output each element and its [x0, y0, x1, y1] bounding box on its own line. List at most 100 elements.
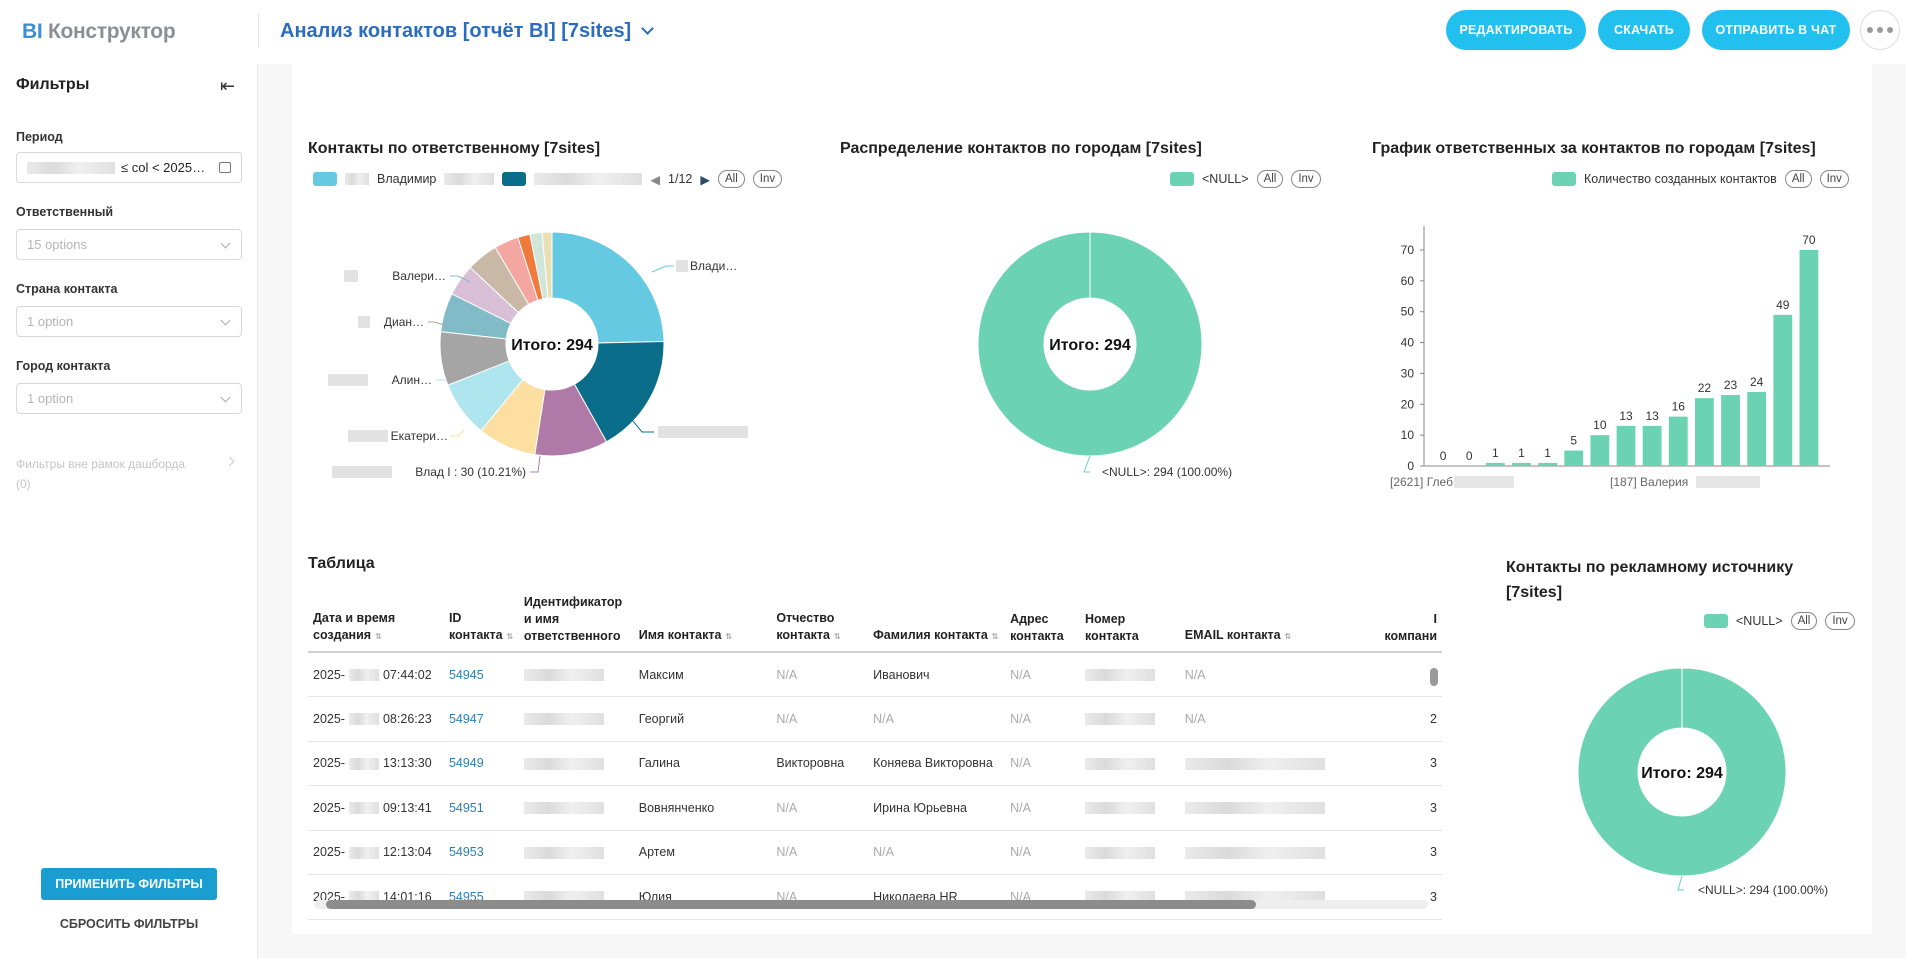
edit-button[interactable]: РЕДАКТИРОВАТЬ — [1446, 10, 1586, 50]
legend-all-button[interactable]: All — [717, 170, 745, 188]
bar[interactable] — [1799, 250, 1819, 466]
bar[interactable] — [1616, 425, 1636, 466]
legend-swatch[interactable] — [1170, 172, 1194, 186]
bar[interactable] — [1590, 435, 1610, 466]
pie-slice[interactable] — [573, 341, 665, 443]
bar[interactable] — [1485, 462, 1505, 466]
bar[interactable] — [1564, 450, 1584, 466]
more-menu-button[interactable] — [1860, 10, 1900, 50]
legend-inv-button[interactable]: Inv — [752, 170, 783, 188]
column-header[interactable]: Имя контакта ⇅ — [633, 590, 772, 653]
legend-swatch[interactable] — [1704, 614, 1728, 628]
column-header[interactable]: Адрес контакта — [1005, 590, 1080, 653]
column-header[interactable]: Фамилия контакта ⇅ — [868, 590, 1006, 653]
download-button[interactable]: СКАЧАТЬ — [1598, 10, 1690, 50]
bar[interactable] — [1512, 462, 1531, 466]
legend-all-button[interactable]: All — [1256, 170, 1284, 188]
city-select[interactable]: 1 option — [16, 383, 242, 414]
column-header[interactable]: I компани — [1379, 590, 1442, 653]
app-logo[interactable]: BI Конструктор — [22, 20, 176, 43]
table-row[interactable]: 2025- 14:01:16 54955 Юлия N/A Николаева HR N/A… — [308, 874, 1442, 920]
table-cell: 3 — [1379, 874, 1442, 920]
legend-item[interactable]: Владимир — [377, 172, 437, 186]
contact-id-link[interactable]: 54949 — [443, 741, 519, 786]
country-select[interactable]: 1 option — [16, 306, 242, 337]
bar[interactable] — [1694, 398, 1714, 466]
legend-inv-button[interactable]: Inv — [1825, 612, 1855, 630]
bar[interactable] — [1721, 395, 1740, 466]
column-header[interactable]: ID контакта ⇅ — [443, 590, 519, 653]
legend-prev-icon[interactable]: ◀ — [650, 172, 661, 187]
bar[interactable] — [1773, 314, 1793, 466]
table-row[interactable]: 2025- 07:44:02 54945 Максим N/A Иванович N/A N/… — [308, 652, 1442, 697]
column-header[interactable]: Номер контакта — [1079, 590, 1180, 653]
bar[interactable] — [1668, 416, 1688, 466]
pie-slice[interactable] — [1577, 667, 1787, 877]
contact-id-link[interactable]: 54951 — [443, 785, 519, 831]
pie-slice[interactable] — [977, 231, 1203, 457]
pie-center-label: Итого: 294 — [511, 337, 593, 354]
table-row[interactable]: 2025- 09:13:41 54951 Вовнянченко N/A Ирина Юр… — [308, 785, 1442, 831]
legend-next-icon[interactable]: ▶ — [700, 172, 710, 187]
bar[interactable] — [1642, 425, 1662, 466]
cell-text: 12:13:04 — [382, 845, 432, 860]
contact-id-link[interactable]: 54953 — [443, 830, 519, 875]
scroll-thumb[interactable] — [1430, 668, 1438, 686]
table-horizontal-scrollbar[interactable] — [314, 900, 1428, 909]
contact-id-link[interactable]: 54945 — [443, 652, 519, 697]
sort-icon[interactable]: ⇅ — [506, 632, 514, 641]
sort-icon[interactable]: ⇅ — [375, 632, 382, 641]
bar[interactable] — [1747, 391, 1767, 466]
table-row[interactable]: 2025- 13:13:30 54949 Галина Викторовна Коняев… — [308, 741, 1442, 786]
table-cell: N/A — [1005, 741, 1080, 786]
scroll-thumb[interactable] — [326, 900, 1256, 909]
column-header[interactable]: Дата и время создания ⇅ — [308, 590, 444, 653]
contact-id-link[interactable]: 54955 — [443, 874, 519, 920]
sort-icon[interactable]: ⇅ — [725, 632, 733, 641]
pie-label-line — [530, 455, 541, 473]
table-cell — [518, 741, 634, 786]
table-row[interactable]: 2025- 12:13:04 54953 Артем N/A N/A N/A 3 — [308, 830, 1442, 875]
legend-item[interactable]: Количество созданных контактов — [1584, 172, 1777, 186]
legend-inv-button[interactable]: Inv — [1291, 170, 1321, 188]
pie-slice[interactable] — [541, 231, 553, 299]
column-header[interactable]: EMAIL контакта ⇅ — [1179, 590, 1380, 653]
period-label: Период — [16, 130, 63, 144]
legend-all-button[interactable]: All — [1784, 170, 1812, 188]
redacted-text — [348, 846, 379, 859]
bar-value-label: 16 — [1672, 400, 1686, 414]
contacts-table[interactable]: Дата и время создания ⇅ ID контакта ⇅ Иден… — [308, 590, 1442, 920]
legend-swatch[interactable] — [1552, 172, 1576, 186]
legend-item[interactable]: <NULL> — [1736, 614, 1783, 628]
send-to-chat-button[interactable]: ОТПРАВИТЬ В ЧАТ — [1702, 10, 1850, 50]
pie-slice[interactable] — [551, 231, 665, 344]
legend-item[interactable]: <NULL> — [1202, 172, 1249, 186]
legend-swatch[interactable] — [502, 172, 527, 186]
y-tick-label: 40 — [1401, 336, 1415, 350]
table-row[interactable]: 2025- 08:26:23 54947 Георгий N/A N/A N/A N/A 2 — [308, 696, 1442, 742]
apply-filters-button[interactable]: ПРИМЕНИТЬ ФИЛЬТРЫ — [41, 868, 217, 900]
sort-icon[interactable]: ⇅ — [991, 632, 999, 641]
bar-value-label: 5 — [1570, 434, 1577, 448]
collapse-sidebar-icon[interactable]: ⇤ — [220, 76, 236, 96]
outside-filters-toggle[interactable]: Фильтры вне рамок дашборда (0) — [16, 454, 235, 494]
reset-filters-button[interactable]: СБРОСИТЬ ФИЛЬТРЫ — [59, 917, 199, 931]
pie-slice-label: <NULL>: 294 (100.00%) — [1102, 465, 1232, 479]
legend-inv-button[interactable]: Inv — [1819, 170, 1849, 188]
chevron-down-icon — [220, 315, 231, 326]
legend-page: 1/12 — [668, 172, 693, 186]
dashboard-title[interactable]: Анализ контактов [отчёт BI] [7sites] — [280, 20, 655, 43]
column-header[interactable]: Отчество контакта ⇅ — [771, 590, 869, 653]
sort-icon[interactable]: ⇅ — [834, 632, 841, 641]
redacted-text — [344, 270, 358, 282]
chevron-down-icon[interactable] — [641, 22, 655, 35]
contact-id-link[interactable]: 54947 — [443, 696, 519, 742]
sort-icon[interactable]: ⇅ — [1284, 632, 1292, 641]
table-vertical-scrollbar[interactable] — [1430, 660, 1438, 900]
bar[interactable] — [1538, 462, 1558, 466]
column-header[interactable]: Идентификатор и имя ответственного — [518, 590, 634, 653]
legend-all-button[interactable]: All — [1790, 612, 1818, 630]
responsible-select[interactable]: 15 options — [16, 229, 242, 260]
period-field[interactable]: ≤ col < 2025… — [16, 152, 242, 183]
legend-swatch[interactable] — [313, 172, 337, 186]
